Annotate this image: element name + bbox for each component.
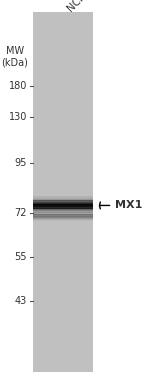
Text: 55: 55	[15, 252, 27, 262]
Text: 43: 43	[15, 296, 27, 306]
Text: NCI-H929: NCI-H929	[65, 0, 107, 13]
Text: 180: 180	[9, 81, 27, 91]
Text: MX1: MX1	[116, 200, 143, 210]
Bar	[33, 12, 93, 372]
Text: 72: 72	[15, 208, 27, 218]
Text: 95: 95	[15, 158, 27, 168]
Text: 130: 130	[9, 112, 27, 122]
Text: MW
(kDa): MW (kDa)	[2, 46, 28, 68]
